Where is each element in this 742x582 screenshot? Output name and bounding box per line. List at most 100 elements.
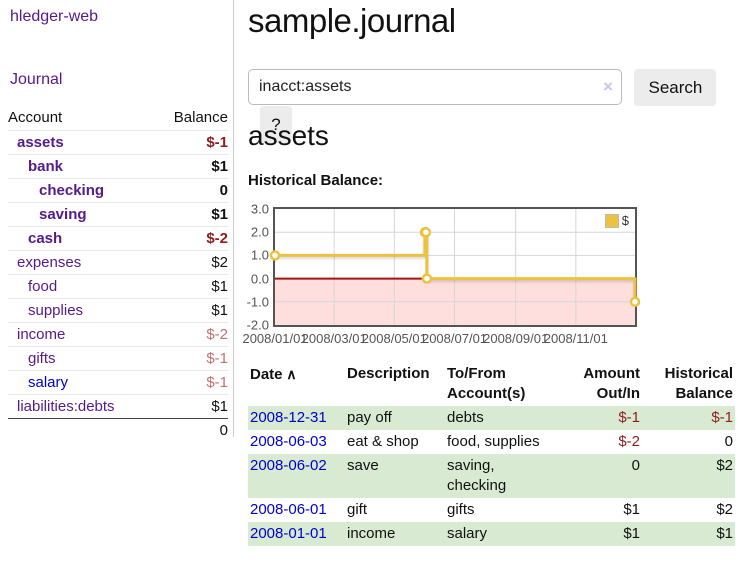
search-form: × Search ? bbox=[248, 69, 742, 143]
sidebar-account-row: gifts $-1 bbox=[8, 346, 228, 370]
transaction-amount: 0 bbox=[631, 457, 640, 474]
legend-label: $ bbox=[621, 213, 629, 228]
sidebar-account-row: assets $-1 bbox=[8, 130, 228, 154]
chart-data-point bbox=[421, 273, 433, 284]
sidebar-account-row: bank $1 bbox=[8, 154, 228, 178]
sidebar-account-balance: $-1 bbox=[206, 350, 228, 367]
transaction-accounts: food, supplies bbox=[447, 433, 540, 450]
sidebar-account-row: saving $1 bbox=[8, 202, 228, 226]
chart-data-point bbox=[629, 296, 641, 308]
historical-balance-chart: 3.0 2.0 1.0 0.0 -1.0 -2.0 $ 2008/01/01 2008/03… bbox=[242, 200, 684, 346]
sidebar-account-link[interactable]: expenses bbox=[17, 254, 82, 271]
transaction-description: eat & shop bbox=[347, 433, 419, 450]
sidebar-account-balance: $-2 bbox=[206, 230, 228, 247]
chart-data-point bbox=[420, 226, 432, 238]
transaction-amount: $-1 bbox=[618, 409, 640, 426]
transaction-balance: $-1 bbox=[711, 409, 733, 426]
y-axis-tick-label: 0.0 bbox=[250, 271, 269, 287]
sidebar-accounts-header: Account Balance bbox=[8, 104, 228, 130]
sort-ascending-icon[interactable]: ∧ bbox=[282, 366, 297, 382]
chart-canvas bbox=[269, 209, 641, 325]
sidebar-account-row: cash $-2 bbox=[8, 226, 228, 250]
sidebar-account-row: supplies $1 bbox=[8, 298, 228, 322]
transaction-date-link[interactable]: 2008-06-02 bbox=[250, 457, 327, 474]
transaction-accounts: saving, checking bbox=[447, 457, 507, 494]
transaction-description: save bbox=[347, 457, 379, 474]
x-axis-tick-label: 2008/11/01 bbox=[543, 331, 608, 346]
sidebar-account-balance: $2 bbox=[211, 254, 228, 271]
sidebar-account-link[interactable]: gifts bbox=[28, 350, 56, 367]
register-row: 2008-06-02 save saving, checking 0 $2 bbox=[248, 454, 735, 498]
chart-data-point bbox=[269, 250, 281, 261]
sidebar-account-link[interactable]: checking bbox=[39, 182, 105, 199]
sidebar-item-journal[interactable]: Journal bbox=[10, 71, 63, 88]
transaction-accounts: salary bbox=[447, 525, 488, 542]
sidebar-account-balance: $1 bbox=[211, 158, 228, 175]
y-axis-tick-label: -2.0 bbox=[246, 317, 269, 333]
sidebar-account-row: checking 0 bbox=[8, 178, 228, 202]
transaction-date-link[interactable]: 2008-01-01 bbox=[250, 525, 327, 542]
search-input[interactable] bbox=[248, 69, 622, 105]
transaction-description: pay off bbox=[347, 409, 392, 426]
app-brand-link[interactable]: hledger-web bbox=[10, 8, 99, 25]
transaction-balance: 0 bbox=[724, 433, 733, 450]
sidebar-account-link[interactable]: saving bbox=[39, 206, 87, 223]
sidebar-account-link[interactable]: bank bbox=[28, 158, 64, 175]
chart-legend: $ bbox=[602, 212, 631, 229]
balance-column-header: Balance bbox=[173, 108, 228, 126]
register-row: 2008-12-31 pay off debts $-1 $-1 bbox=[248, 406, 735, 430]
clear-search-icon[interactable]: × bbox=[603, 77, 613, 96]
chart-title: Historical Balance: bbox=[248, 172, 384, 189]
sidebar-account-balance: $1 bbox=[211, 278, 228, 295]
transaction-amount: $-2 bbox=[618, 433, 640, 450]
transaction-balance: $2 bbox=[716, 501, 733, 518]
transaction-balance: $2 bbox=[716, 457, 733, 474]
search-box: × bbox=[248, 69, 622, 105]
register-row: 2008-06-03 eat & shop food, supplies $-2 0 bbox=[248, 430, 735, 454]
x-axis-tick-label: 2008/01/01 bbox=[242, 331, 308, 346]
search-button[interactable]: Search bbox=[634, 69, 717, 106]
register-row: 2008-01-01 income salary $1 $1 bbox=[248, 522, 735, 546]
sidebar-account-link[interactable]: income bbox=[17, 326, 66, 343]
transaction-amount: $1 bbox=[623, 501, 640, 518]
help-button[interactable]: ? bbox=[260, 106, 292, 143]
register-header-row: Date ∧ Description To/From Account(s) Amoun… bbox=[248, 362, 735, 406]
x-axis-tick-label: 2008/05/01 bbox=[361, 331, 427, 346]
sidebar-account-balance: $-1 bbox=[206, 374, 228, 391]
sidebar-account-link[interactable]: cash bbox=[28, 230, 63, 247]
y-axis-tick-label: 2.0 bbox=[250, 224, 269, 240]
sidebar-account-row: income $-2 bbox=[8, 322, 228, 346]
sidebar-account-link[interactable]: food bbox=[28, 278, 58, 295]
sidebar-account-rows: assets $-1 bank $1 checking 0 saving $1 cash $-2 e… bbox=[8, 130, 228, 418]
register-column-header: Amount Out/In bbox=[583, 365, 640, 402]
sidebar-account-row: expenses $2 bbox=[8, 250, 228, 274]
sidebar-account-balance: $-1 bbox=[206, 134, 228, 151]
sidebar-account-row: liabilities:debts $1 bbox=[8, 394, 228, 418]
register-table: Date ∧ Description To/From Account(s) Amoun… bbox=[248, 362, 735, 546]
transaction-date-link[interactable]: 2008-12-31 bbox=[250, 409, 327, 426]
sidebar-account-link[interactable]: liabilities:debts bbox=[17, 398, 115, 415]
sidebar-total-balance: 0 bbox=[219, 422, 228, 439]
sidebar-account-link[interactable]: salary bbox=[28, 374, 69, 391]
sidebar-account-row: food $1 bbox=[8, 274, 228, 298]
sidebar-account-row: salary $-1 bbox=[8, 370, 228, 394]
x-axis-tick-label: 2008/07/01 bbox=[421, 331, 488, 346]
sidebar-account-balance: $1 bbox=[211, 302, 228, 319]
transaction-date-link[interactable]: 2008-06-01 bbox=[250, 501, 327, 518]
sidebar-account-link[interactable]: assets bbox=[17, 134, 64, 151]
sidebar-account-link[interactable]: supplies bbox=[28, 302, 84, 319]
register-row: 2008-06-01 gift gifts $1 $2 bbox=[248, 498, 735, 522]
transaction-amount: $1 bbox=[623, 525, 640, 542]
transaction-accounts: gifts bbox=[447, 501, 475, 518]
register-column-header: To/From Account(s) bbox=[447, 365, 526, 402]
sidebar: hledger-web Journal Account Balance asse… bbox=[0, 0, 234, 439]
sidebar-account-balance: 0 bbox=[219, 182, 228, 199]
account-heading: assets bbox=[248, 120, 329, 151]
legend-swatch bbox=[604, 213, 619, 228]
page-title: sample.journal bbox=[248, 2, 456, 39]
register-column-header[interactable]: Date ∧ bbox=[250, 366, 297, 383]
y-axis-tick-label: -1.0 bbox=[246, 294, 269, 310]
sidebar-accounts-table: Account Balance assets $-1 bank $1 checking 0… bbox=[8, 104, 228, 442]
transaction-date-link[interactable]: 2008-06-03 bbox=[250, 433, 327, 450]
